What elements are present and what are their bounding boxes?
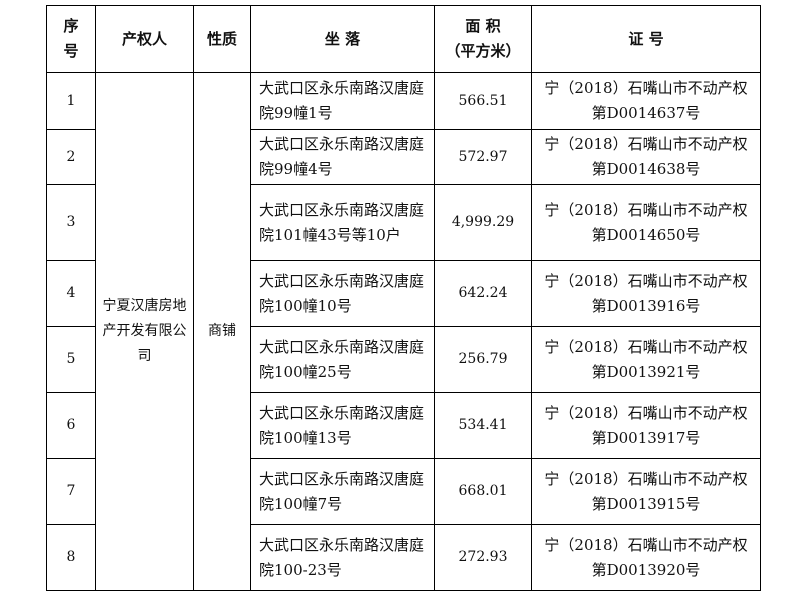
row-cert: 宁（2018）石嘴山市不动产权第D0014638号 <box>531 129 761 185</box>
row-area: 642.24 <box>434 260 532 327</box>
row-area: 4,999.29 <box>434 184 532 261</box>
property-table: 序号 产权人 性质 坐 落 面 积 （平方米） 证 号 1 宁夏汉唐房地产开发有限… <box>46 5 761 591</box>
row-cert: 宁（2018）石嘴山市不动产权第D0014637号 <box>531 72 761 130</box>
header-area: 面 积 （平方米） <box>434 5 532 73</box>
row-seq: 6 <box>46 392 96 459</box>
row-area: 534.41 <box>434 392 532 459</box>
header-seq: 序号 <box>46 5 96 73</box>
header-area-label: 面 积 <box>465 17 501 35</box>
owner-cell: 宁夏汉唐房地产开发有限公司 <box>95 72 194 591</box>
row-seq: 8 <box>46 524 96 591</box>
row-cert: 宁（2018）石嘴山市不动产权第D0014650号 <box>531 184 761 261</box>
row-location: 大武口区永乐南路汉唐庭院100幢25号 <box>250 326 435 393</box>
table-row: 3 大武口区永乐南路汉唐庭院101幢43号等10户 4,999.29 宁（2018）石… <box>46 184 761 261</box>
row-location: 大武口区永乐南路汉唐庭院100幢7号 <box>250 458 435 525</box>
row-area: 566.51 <box>434 72 532 130</box>
row-cert: 宁（2018）石嘴山市不动产权第D0013916号 <box>531 260 761 327</box>
row-seq: 1 <box>46 72 96 130</box>
row-location: 大武口区永乐南路汉唐庭院101幢43号等10户 <box>250 184 435 261</box>
row-cert: 宁（2018）石嘴山市不动产权第D0013915号 <box>531 458 761 525</box>
row-seq: 4 <box>46 260 96 327</box>
row-seq: 5 <box>46 326 96 393</box>
header-owner: 产权人 <box>95 5 194 73</box>
table-row: 1 宁夏汉唐房地产开发有限公司 商铺 大武口区永乐南路汉唐庭院99幢1号 566.51 宁… <box>46 72 761 591</box>
row-area: 256.79 <box>434 326 532 393</box>
header-location: 坐 落 <box>250 5 435 73</box>
row-seq: 7 <box>46 458 96 525</box>
row-area: 572.97 <box>434 129 532 185</box>
row-location: 大武口区永乐南路汉唐庭院99幢1号 <box>250 72 435 130</box>
row-cert: 宁（2018）石嘴山市不动产权第D0013920号 <box>531 524 761 591</box>
row-location: 大武口区永乐南路汉唐庭院100幢13号 <box>250 392 435 459</box>
nature-cell: 商铺 <box>193 72 251 591</box>
row-area: 272.93 <box>434 524 532 591</box>
row-location: 大武口区永乐南路汉唐庭院100-23号 <box>250 524 435 591</box>
table-row: 2 大武口区永乐南路汉唐庭院99幢4号 572.97 宁（2018）石嘴山市不动产权第… <box>46 129 761 185</box>
row-cert: 宁（2018）石嘴山市不动产权第D0013917号 <box>531 392 761 459</box>
header-cert: 证 号 <box>531 5 761 73</box>
row-area: 668.01 <box>434 458 532 525</box>
table-row: 8 大武口区永乐南路汉唐庭院100-23号 272.93 宁（2018）石嘴山市不动产… <box>46 524 761 591</box>
table-row: 4 大武口区永乐南路汉唐庭院100幢10号 642.24 宁（2018）石嘴山市不动产… <box>46 260 761 327</box>
row-seq: 2 <box>46 129 96 185</box>
header-area-unit: （平方米） <box>445 42 521 60</box>
header-row: 序号 产权人 性质 坐 落 面 积 （平方米） 证 号 <box>46 5 761 73</box>
row-location: 大武口区永乐南路汉唐庭院99幢4号 <box>250 129 435 185</box>
row-location: 大武口区永乐南路汉唐庭院100幢10号 <box>250 260 435 327</box>
header-nature: 性质 <box>193 5 251 73</box>
row-cert: 宁（2018）石嘴山市不动产权第D0013921号 <box>531 326 761 393</box>
row-seq: 3 <box>46 184 96 261</box>
table-row: 7 大武口区永乐南路汉唐庭院100幢7号 668.01 宁（2018）石嘴山市不动产权… <box>46 458 761 525</box>
